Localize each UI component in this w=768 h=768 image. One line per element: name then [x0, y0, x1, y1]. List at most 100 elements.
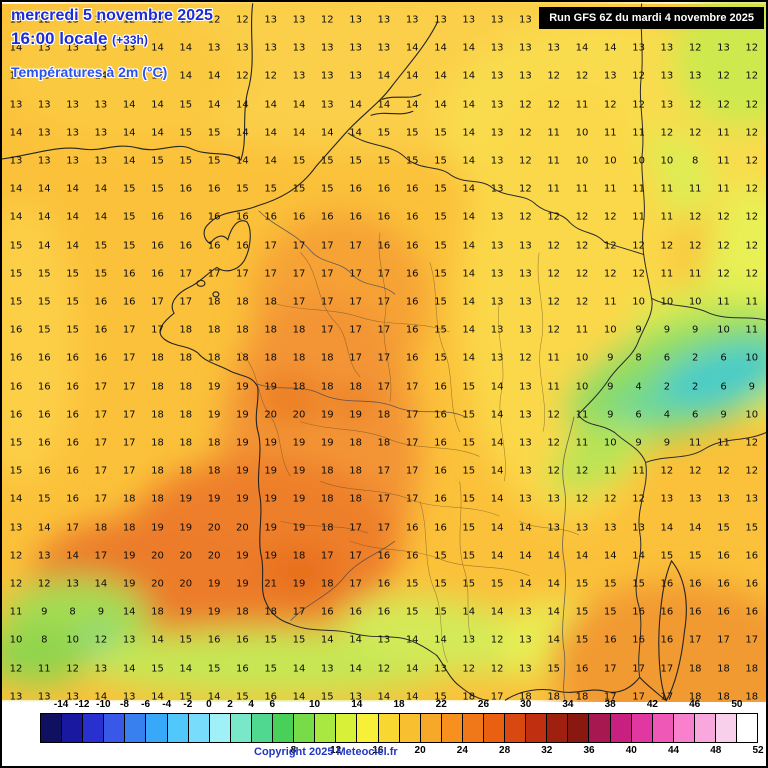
temp-value: 14: [179, 663, 193, 675]
temp-value: 19: [264, 493, 278, 505]
temp-value: 10: [603, 324, 617, 336]
colorbar-label: 48: [710, 745, 722, 756]
temp-value: 18: [207, 437, 221, 449]
mediterranean-coast: [436, 654, 667, 701]
temp-value: 12: [547, 324, 561, 336]
temp-value: 19: [264, 381, 278, 393]
temperature-grid: 13 12 13 14 12 12 13 12 12 13 13 12 13 13 13 13 13 13 13 12…: [2, 2, 766, 703]
temp-value: 14: [151, 99, 164, 111]
temp-value: 13: [490, 183, 504, 195]
colorbar-label: 30: [520, 699, 532, 710]
temp-value: 16: [405, 296, 419, 308]
temp-value: 12: [632, 493, 645, 505]
temp-value: 13: [94, 42, 108, 54]
temp-value: 13: [519, 409, 532, 421]
temp-value: 14: [264, 155, 278, 167]
temp-value: 10: [9, 634, 23, 646]
model-run-info: Run GFS 6Z du mardi 4 novembre 2025: [539, 7, 764, 29]
temp-value: 16: [717, 550, 730, 562]
temp-value: 16: [66, 352, 79, 364]
temp-value: 13: [688, 493, 702, 505]
temp-value: 19: [207, 381, 221, 393]
temp-value: 18: [320, 381, 334, 393]
temp-value: 16: [122, 268, 136, 280]
temp-value: 13: [320, 42, 334, 54]
temp-value: 12: [37, 578, 51, 590]
temp-value: 14: [292, 99, 306, 111]
temp-value: 13: [264, 42, 278, 54]
temp-value: 17: [94, 493, 108, 505]
temperature-colorbar: [40, 713, 758, 743]
colorbar-cell: [716, 714, 738, 742]
temp-value: 10: [603, 437, 617, 449]
temp-value: 13: [660, 42, 674, 54]
temp-value: 17: [377, 522, 391, 534]
temp-value: 13: [66, 578, 79, 590]
temp-value: 17: [349, 324, 362, 336]
temp-value: 15: [37, 296, 51, 308]
temp-value: 20: [264, 409, 278, 421]
temp-value: 18: [151, 493, 164, 505]
temp-value: 12: [547, 268, 561, 280]
temp-value: 15: [405, 578, 419, 590]
temp-value: 13: [490, 127, 504, 139]
temp-value: 15: [207, 155, 221, 167]
temp-value: 13: [236, 42, 249, 54]
temp-value: 18: [151, 465, 164, 477]
temp-value: 17: [179, 268, 193, 280]
colorbar-label: 4: [248, 699, 254, 710]
temp-value: 17: [377, 465, 391, 477]
temp-value: 14: [547, 606, 561, 618]
temp-value: 12: [547, 465, 561, 477]
temp-value: 17: [405, 409, 419, 421]
colorbar-label: 38: [604, 699, 616, 710]
temp-value: 13: [519, 14, 532, 26]
temp-value: 12: [122, 14, 136, 26]
temp-value: 16: [37, 352, 51, 364]
temp-value: 17: [349, 352, 362, 364]
temp-value: 15: [603, 578, 617, 590]
temp-value: 12: [575, 240, 589, 252]
temp-value: 16: [745, 606, 759, 618]
colorbar-label: 8: [290, 745, 297, 756]
temperature-map: [2, 2, 766, 702]
temp-value: 17: [405, 493, 419, 505]
temp-value: 13: [320, 663, 334, 675]
temp-value: 14: [179, 70, 193, 82]
temp-value: 9: [663, 437, 671, 449]
colorbar-label: 34: [562, 699, 574, 710]
temp-value: 14: [320, 634, 334, 646]
temp-value: 12: [547, 240, 561, 252]
temp-value: 19: [236, 409, 249, 421]
colorbar-cell: [652, 714, 674, 742]
temp-value: 14: [151, 127, 164, 139]
temp-value: 13: [519, 634, 532, 646]
temp-value: 11: [717, 296, 730, 308]
temp-value: 15: [745, 522, 759, 534]
temp-value: 11: [547, 352, 561, 364]
temp-value: 16: [292, 211, 306, 223]
temp-value: 13: [94, 127, 108, 139]
temp-value: 16: [151, 268, 164, 280]
temp-value: 18: [151, 606, 164, 618]
temp-value: 12: [236, 70, 249, 82]
temp-value: 14: [37, 211, 51, 223]
temp-value: 14: [490, 493, 504, 505]
temp-value: 17: [94, 550, 108, 562]
map-area: 13 12 13 14 12 12 13 12 12 13 13 12 13 13 13 13 13 13 13 12…: [2, 2, 766, 702]
temp-value: 11: [745, 296, 759, 308]
temp-value: 13: [462, 634, 476, 646]
temp-value: 16: [37, 437, 51, 449]
temp-value: 14: [632, 550, 645, 562]
temp-value: 12: [547, 409, 561, 421]
temp-value: 16: [405, 183, 419, 195]
corsica-coast: [658, 559, 687, 702]
temp-value: 16: [236, 634, 249, 646]
temp-value: 15: [292, 634, 306, 646]
temp-value: 19: [122, 578, 136, 590]
temp-value: 14: [9, 211, 23, 223]
temp-value: 18: [519, 691, 532, 702]
temp-value: 13: [603, 70, 617, 82]
temp-value: 18: [349, 381, 362, 393]
england-coast: [2, 3, 254, 161]
